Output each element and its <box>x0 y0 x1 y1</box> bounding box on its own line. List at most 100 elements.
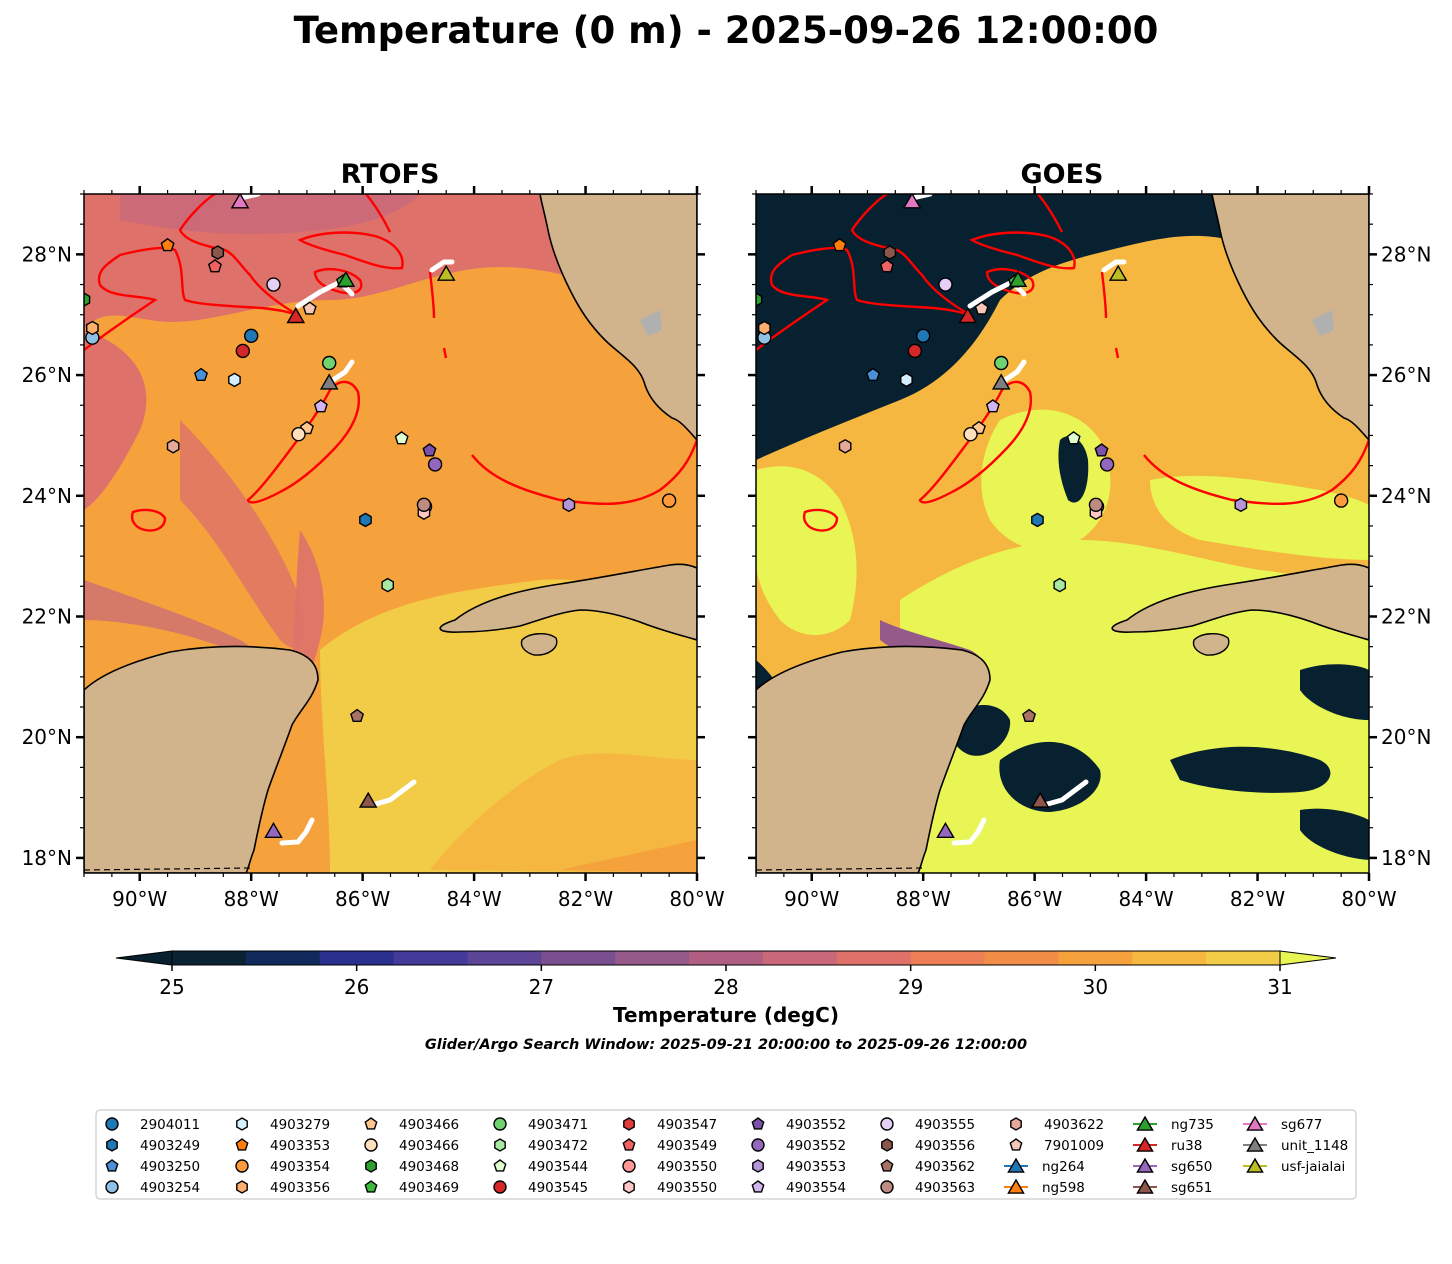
sst-hot-region <box>756 466 857 635</box>
legend-marker <box>1136 1178 1154 1194</box>
legend-entry: 4903544 <box>493 1159 588 1175</box>
legend-entry: 4903354 <box>235 1159 330 1175</box>
marker-ru38 <box>286 307 306 324</box>
legend-marker <box>1246 1115 1264 1131</box>
axis-tick-labels: 90°W 88°W 86°W 84°W 82°W 80°W 28°N 26°N 24°N 22°N… <box>22 242 1432 911</box>
legend-label: 4903562 <box>915 1159 975 1175</box>
legend-label: 4903545 <box>528 1180 588 1196</box>
cloud-patch <box>1058 436 1089 503</box>
legend-label: 4903555 <box>915 1117 975 1133</box>
cloud-patch <box>1300 664 1369 720</box>
cloud-patch <box>999 741 1101 812</box>
lat-tick-label: 18°N <box>1381 846 1431 870</box>
legend-label: 4903254 <box>140 1180 200 1196</box>
legend-marker <box>751 1138 765 1152</box>
legend-entry: 4903468 <box>365 1159 459 1175</box>
colorbar-tick-label: 26 <box>344 975 369 999</box>
legend-label: 4903468 <box>399 1159 459 1175</box>
marker-4903356 <box>758 320 771 336</box>
legend-entry: 4903556 <box>881 1138 975 1154</box>
lon-tick-label: 84°W <box>446 887 501 911</box>
marker-4903549 <box>879 259 894 273</box>
legend-entry: 4903552 <box>751 1117 846 1133</box>
legend-entry: 4903553 <box>752 1159 846 1175</box>
legend-label: 4903547 <box>657 1117 717 1133</box>
legend-marker <box>1246 1136 1264 1152</box>
marker-2904011 <box>915 328 931 344</box>
legend-label: 4903471 <box>528 1117 588 1133</box>
marker-4903471 <box>322 355 337 371</box>
marker-sg677 <box>230 194 250 209</box>
marker-sg651 <box>358 791 378 808</box>
lon-tick-label: 82°W <box>1230 887 1285 911</box>
colorbar-segment <box>467 951 542 965</box>
colorbar-segment <box>984 951 1059 965</box>
axis-ticks <box>76 186 1377 881</box>
marker-4903354 <box>661 493 677 508</box>
legend-entry: 4903622 <box>1010 1117 1104 1133</box>
legend-marker <box>1007 1157 1025 1173</box>
legend-entry: 4903472 <box>494 1138 588 1154</box>
legend-label: 4903550 <box>657 1159 717 1175</box>
legend-marker <box>105 1117 119 1131</box>
legend-label: 4903549 <box>657 1138 717 1154</box>
marker-sg677 <box>902 194 922 209</box>
marker-4903545 <box>907 343 923 359</box>
contour-lines <box>84 194 697 532</box>
legend-label: 4903552 <box>786 1138 846 1154</box>
legend-label: 4903249 <box>140 1138 200 1154</box>
legend-label: 2904011 <box>140 1117 200 1133</box>
legend-marker <box>365 1159 377 1173</box>
cloud-patch <box>1300 808 1369 860</box>
marker-4903279 <box>900 372 913 388</box>
marker-4903556 <box>883 245 897 260</box>
observation-markers <box>84 194 677 838</box>
colorbar-tick-label: 27 <box>529 975 554 999</box>
legend-marker <box>105 1159 119 1172</box>
legend-label: 4903279 <box>270 1117 330 1133</box>
marker-4903472 <box>1053 577 1066 593</box>
marker-4903544 <box>1066 431 1081 445</box>
legend-entry: 4903353 <box>235 1138 330 1154</box>
marker-4903554 <box>985 399 1000 413</box>
legend-label: 4903544 <box>528 1159 588 1175</box>
legend-marker <box>751 1180 765 1193</box>
marker-sg650 <box>264 821 283 838</box>
marker-4903563 <box>416 497 432 513</box>
legend-entry: 2904011 <box>105 1117 200 1133</box>
cool-water-band <box>120 194 420 235</box>
legend-marker <box>106 1138 118 1152</box>
legend-label: 4903550 <box>657 1180 717 1196</box>
warm-water-region <box>430 753 697 873</box>
marker-7901009 <box>302 301 317 315</box>
marker-4903552 <box>1099 457 1115 472</box>
marker-4903468 <box>756 292 763 307</box>
colorbar-segment <box>1206 951 1281 965</box>
legend-marker <box>493 1117 507 1131</box>
panel-title-goes: GOES <box>1020 159 1103 190</box>
search-window-text: Glider/Argo Search Window: 2025-09-21 20… <box>425 1037 1027 1053</box>
figure-title: Temperature (0 m) - 2025-09-26 12:00:00 <box>294 9 1159 52</box>
legend-label: sg651 <box>1171 1180 1212 1196</box>
legend-entry: 4903466 <box>364 1138 459 1154</box>
colorbar: 25 26 27 28 29 30 31 <box>115 950 1337 999</box>
legend-entry: 4903356 <box>236 1180 330 1196</box>
marker-usf-jaialai <box>1108 264 1128 281</box>
lon-tick-label: 86°W <box>1007 887 1062 911</box>
legend-entry: 4903554 <box>751 1180 846 1196</box>
legend-marker <box>1136 1115 1154 1131</box>
legend-entry: 4903545 <box>493 1180 588 1196</box>
legend-entry: ru38 <box>1133 1136 1202 1154</box>
legend-label: 4903622 <box>1044 1117 1104 1133</box>
marker-4903562 <box>350 708 365 722</box>
legend-label: 4903563 <box>915 1180 975 1196</box>
border-line <box>84 867 251 871</box>
marker-ng735 <box>336 270 356 287</box>
legend-entry: 4903249 <box>106 1138 200 1154</box>
sst-hot-region <box>981 409 1111 551</box>
lon-tick-label: 82°W <box>558 887 613 911</box>
legend-label: ru38 <box>1171 1138 1202 1154</box>
legend-entry: ng598 <box>1004 1178 1085 1196</box>
marker-4903555 <box>938 277 953 292</box>
marker-4903466 <box>963 427 978 442</box>
